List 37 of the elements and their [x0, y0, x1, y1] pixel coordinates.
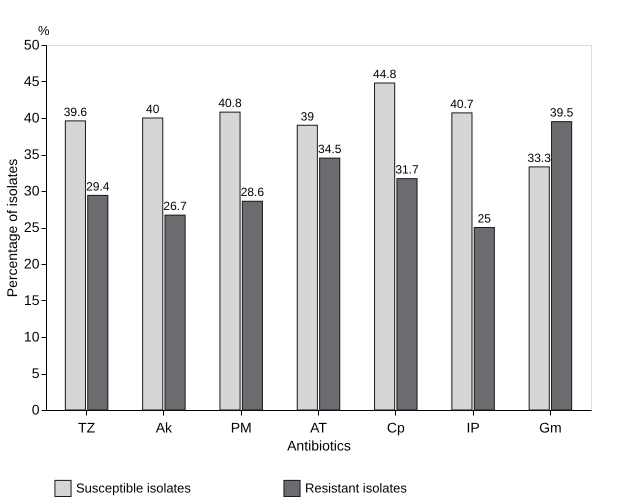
data-label: 40	[146, 102, 160, 116]
y-tick-label: 20	[24, 256, 40, 272]
y-tick-label: 35	[24, 146, 40, 162]
x-axis-title: Antibiotics	[287, 438, 351, 454]
legend-label: Resistant isolates	[305, 480, 408, 496]
y-tick-label: 15	[24, 292, 40, 308]
y-tick-label: 0	[32, 402, 40, 418]
data-label: 28.6	[240, 185, 264, 200]
y-tick-label: 10	[24, 328, 40, 344]
data-label: 44.8	[372, 66, 397, 81]
x-tick-label: Cp	[386, 420, 405, 436]
data-label: 40.8	[218, 96, 242, 110]
y-tick-label: 45	[24, 73, 40, 89]
data-label: 34.5	[318, 142, 342, 156]
data-label: 33.3	[528, 150, 552, 165]
y-tick-label: 50	[24, 36, 40, 52]
data-label: 25	[478, 212, 492, 226]
x-tick-label: Gm	[539, 420, 562, 436]
x-tick-label: AT	[310, 420, 328, 436]
data-label: 29.4	[86, 179, 110, 194]
x-tick-label: IP	[466, 420, 480, 436]
y-tick-label: 30	[24, 182, 40, 198]
x-tick-label: PM	[230, 420, 252, 436]
legend-label: Susceptible isolates	[76, 480, 192, 496]
y-tick-label: 40	[24, 110, 40, 126]
y-tick-label: 5	[32, 365, 40, 381]
x-tick-label: TZ	[78, 420, 96, 436]
y-tick-label: 25	[24, 219, 40, 235]
data-label: 39	[300, 109, 314, 124]
data-label: 31.7	[395, 162, 419, 177]
y-axis-title: Percentage of isolates	[4, 158, 20, 298]
text: %	[38, 23, 50, 38]
data-label: 39.6	[64, 104, 88, 119]
data-label: 40.7	[450, 96, 474, 111]
data-label: 39.5	[550, 106, 574, 120]
x-tick-label: Ak	[156, 420, 174, 436]
data-label: 26.7	[163, 199, 188, 214]
